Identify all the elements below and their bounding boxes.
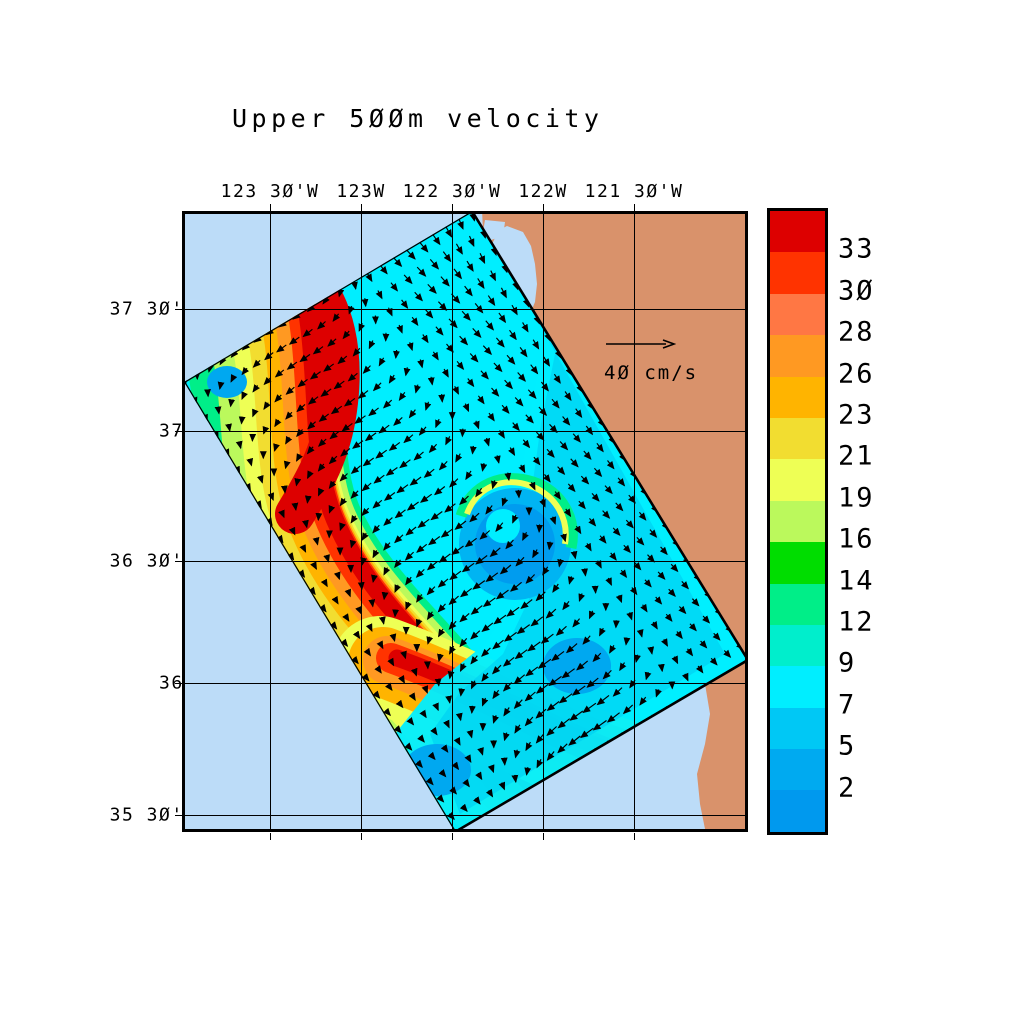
map-plot-area[interactable]	[182, 211, 748, 832]
colorbar-band-6	[770, 459, 825, 501]
colorbar-label-0: 33	[838, 233, 875, 265]
colorbar-label-4: 23	[838, 399, 875, 431]
x-tick-label-2: 122 3Ø'W	[402, 181, 502, 202]
colorbar-band-8	[770, 542, 825, 584]
x-tick-label-4: 121 3Ø'W	[584, 181, 684, 202]
colorbar-band-7	[770, 500, 825, 543]
right-arrow-icon	[606, 339, 676, 349]
colorbar-label-9: 12	[838, 606, 875, 638]
domain-edge-se	[457, 660, 745, 829]
colorbar-band-3	[770, 335, 825, 377]
colorbar-label-8: 14	[838, 565, 875, 597]
page-title: Upper 5ØØm velocity	[232, 104, 604, 133]
colorbar-band-11	[770, 666, 825, 708]
colorbar-label-12: 5	[838, 730, 857, 762]
map-svg	[185, 214, 745, 829]
colorbar-band-12	[770, 707, 825, 750]
colorbar-band-9	[770, 583, 825, 625]
colorbar-label-13: 2	[838, 772, 857, 804]
colorbar-band-13	[770, 749, 825, 791]
x-tick-label-1: 123W	[336, 181, 386, 202]
x-tick-label-0: 123 3Ø'W	[220, 181, 320, 202]
colorbar-band-2	[770, 293, 825, 336]
x-tick-label-3: 122W	[518, 181, 568, 202]
colorbar-band-1	[770, 252, 825, 294]
colorbar-band-10	[770, 624, 825, 667]
colorbar-label-10: 9	[838, 647, 857, 679]
colorbar-label-7: 16	[838, 523, 875, 555]
colorbar-label-1: 3Ø	[838, 275, 875, 307]
vector-scale-key	[606, 336, 676, 352]
velocity-vector-field	[185, 214, 744, 829]
vector-scale-label: 4Ø cm/s	[604, 362, 699, 384]
colorbar-band-5	[770, 417, 825, 460]
colorbar-label-2: 28	[838, 316, 875, 348]
colorbar-label-5: 21	[838, 440, 875, 472]
colorbar-label-3: 26	[838, 358, 875, 390]
colorbar-band-0	[770, 211, 825, 253]
colorbar[interactable]	[767, 208, 828, 835]
colorbar-label-6: 19	[838, 482, 875, 514]
colorbar-band-4	[770, 376, 825, 418]
colorbar-label-11: 7	[838, 689, 857, 721]
map-canvas	[185, 214, 745, 829]
bay-north-lobe	[483, 220, 505, 240]
colorbar-band-14	[770, 790, 825, 832]
